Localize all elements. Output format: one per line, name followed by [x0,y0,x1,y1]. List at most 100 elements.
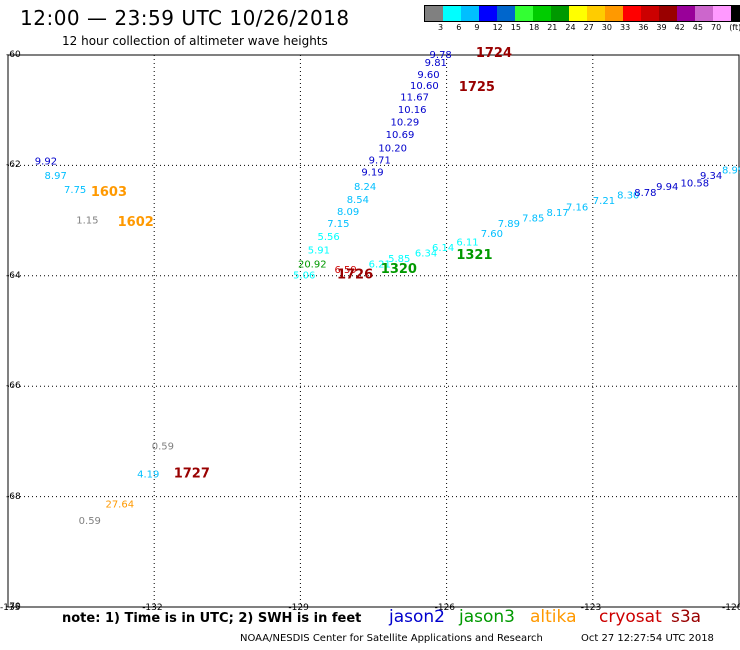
lat-tick-label: -70 [6,602,21,612]
swh-value-label: 9.60 [417,70,439,81]
page-subtitle: 12 hour collection of altimeter wave hei… [62,34,328,48]
lat-tick-label: -66 [6,381,21,392]
swh-value-label: 10.60 [410,81,439,92]
lat-tick-label: -60 [6,50,21,60]
color-swatch [605,6,623,21]
swh-value-label: 7.16 [566,203,588,214]
swh-value-label: 9.94 [656,182,678,193]
color-scale-label: 27 [583,23,594,32]
color-scale-bar [424,5,740,22]
lon-tick-label: -132 [142,603,163,613]
lon-tick-label: -126 [434,603,456,613]
lat-tick-label: -62 [6,160,21,171]
credit-line: NOAA/NESDIS Center for Satellite Applica… [240,633,543,644]
swh-value-label: 0.59 [152,442,174,453]
swh-value-label: 10.20 [378,144,407,155]
pass-time-label: 1724 [476,46,512,61]
swh-value-label: 8.30 [617,191,639,202]
lat-tick-label: -68 [6,491,21,502]
color-scale-label: 18 [529,23,540,32]
generated-timestamp: Oct 27 12:27:54 UTC 2018 [581,633,714,644]
swh-value-label: 10.29 [391,118,420,129]
color-swatch [425,6,443,21]
color-scale-label: 3 [438,23,444,32]
color-swatch [461,6,479,21]
swh-value-label: 8.54 [347,195,369,206]
swh-value-label: 9.19 [361,167,383,178]
swh-value-label: 11.67 [400,92,429,103]
page-title: 12:00 — 23:59 UTC 10/26/2018 [20,6,350,30]
swh-value-label: 9.34 [700,171,722,182]
swh-value-label: 7.85 [522,214,544,225]
swh-value-label: 8.24 [354,182,376,193]
swh-value-label: 6.59 [335,265,357,276]
swh-value-label: 6.34 [415,248,437,259]
swh-value-label: 8.17 [547,208,569,219]
color-swatch [479,6,497,21]
swh-value-label: 7.75 [64,185,86,196]
pass-time-label: 1727 [174,466,210,481]
color-swatch [659,6,677,21]
color-scale-label: 9 [474,23,480,32]
color-swatch [623,6,641,21]
swh-value-label: 8.97 [45,171,67,182]
color-swatch [713,6,731,21]
swh-value-label: 5.85 [388,254,410,265]
swh-value-label: 7.89 [498,219,520,230]
color-scale-label: 30 [601,23,612,32]
color-scale-label: 6 [456,23,462,32]
lon-tick-label: -120 [722,603,740,613]
pass-time-label: 1321 [456,248,492,263]
swh-value-label: 1.15 [76,215,98,226]
lon-tick-label: -129 [288,603,309,613]
color-swatch [695,6,713,21]
color-scale-label: 15 [510,23,521,32]
pass-time-label: 1725 [459,80,495,95]
data-marks: 9.92 8.97 7.75 1.15 0.59 4.19 27.64 0.59 9.789.8… [35,46,740,527]
swh-value-label: 7.15 [327,219,349,230]
swh-value-label: 7.21 [593,196,615,207]
color-swatch [497,6,515,21]
satellite-legend-s3a: s3a [671,607,702,627]
swh-value-label: 5.56 [317,232,339,243]
color-scale-label: (ft) [729,23,740,32]
color-swatch [587,6,605,21]
lat-tick-label: -64 [6,270,21,281]
satellite-legend-cryosat: cryosat [599,607,662,627]
color-swatch [515,6,533,21]
swh-value-label: 20.92 [298,260,327,271]
swh-value-label: 8.78 [634,188,656,199]
color-scale-label: 21 [547,23,558,32]
color-scale-label: 24 [565,23,576,32]
color-scale-label: 70 [711,23,722,32]
satellite-legend-jason3: jason3 [459,607,515,627]
swh-value-label: 5.06 [293,271,315,282]
color-scale-label: 39 [656,23,667,32]
color-swatch [677,6,695,21]
color-scale-label: 45 [692,23,703,32]
satellite-legend-jason2: jason2 [389,607,445,627]
swh-value-label: 4.19 [137,469,159,480]
swh-value-label: 10.69 [386,130,415,141]
swh-value-label: 9.71 [369,156,391,167]
swh-value-label: 9.92 [35,156,57,167]
swh-value-label: 10.16 [398,105,427,116]
lon-tick-label: -123 [580,603,602,613]
swh-value-label: 9.78 [430,50,452,61]
color-scale-label: 12 [492,23,503,32]
color-swatch [731,6,740,21]
pass-time-label: 1602 [118,215,154,230]
pass-time-label: 1603 [91,185,127,200]
swh-value-label: 9.81 [425,58,447,69]
color-swatch [443,6,461,21]
color-scale-label: 42 [674,23,685,32]
swh-value-label: 7.60 [481,229,503,240]
plot-frame [7,54,740,608]
swh-value-label: 5.91 [308,246,330,257]
swh-value-label: 6.21 [369,260,391,271]
swh-value-label: 6.11 [456,237,478,248]
color-swatch [569,6,587,21]
color-scale-label: 36 [638,23,649,32]
pass-time-label: 1726 [337,268,373,283]
